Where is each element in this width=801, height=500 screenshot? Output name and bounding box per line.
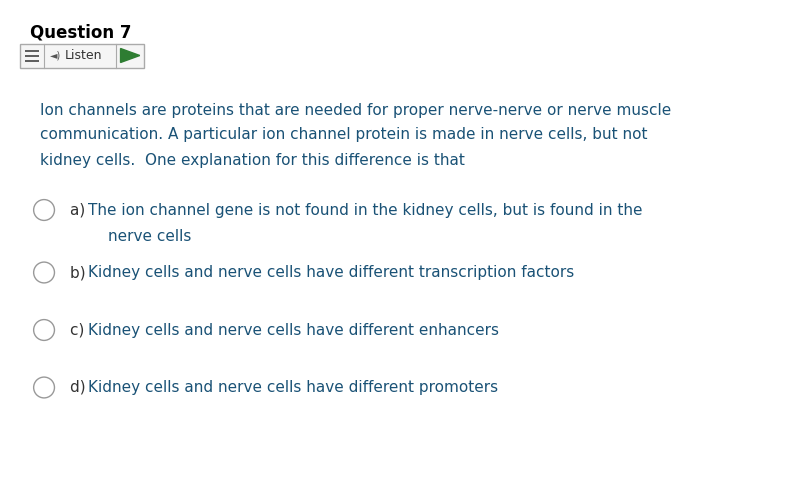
Text: c): c): [70, 322, 90, 338]
Text: Kidney cells and nerve cells have different enhancers: Kidney cells and nerve cells have differ…: [88, 322, 499, 338]
Text: nerve cells: nerve cells: [108, 228, 191, 244]
Text: a): a): [70, 202, 91, 218]
Text: b): b): [70, 265, 91, 280]
Text: communication. A particular ion channel protein is made in nerve cells, but not: communication. A particular ion channel …: [40, 128, 647, 142]
Text: Kidney cells and nerve cells have different transcription factors: Kidney cells and nerve cells have differ…: [88, 265, 574, 280]
Text: ◄): ◄): [50, 50, 62, 60]
Text: kidney cells.  One explanation for this difference is that: kidney cells. One explanation for this d…: [40, 152, 465, 168]
Text: Listen: Listen: [65, 49, 103, 62]
Text: The ion channel gene is not found in the kidney cells, but is found in the: The ion channel gene is not found in the…: [88, 202, 642, 218]
Text: Question 7: Question 7: [30, 24, 132, 42]
Text: d): d): [70, 380, 91, 395]
Polygon shape: [120, 48, 139, 62]
Text: Kidney cells and nerve cells have different promoters: Kidney cells and nerve cells have differ…: [88, 380, 498, 395]
FancyBboxPatch shape: [20, 44, 144, 68]
Text: Ion channels are proteins that are needed for proper nerve-nerve or nerve muscle: Ion channels are proteins that are neede…: [40, 102, 671, 118]
